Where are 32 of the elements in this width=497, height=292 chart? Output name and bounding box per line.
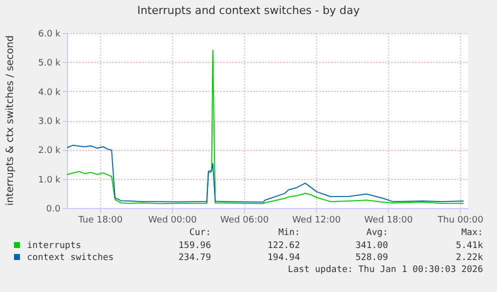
- line-series: [66, 50, 464, 204]
- text: Cur:: [189, 228, 211, 238]
- y-tick-label: 0.0: [46, 204, 61, 214]
- legend-label: context switches: [27, 253, 114, 263]
- text: 122.62: [267, 241, 300, 251]
- y-tick-label: 1.0 k: [38, 175, 62, 186]
- text: 528.09: [355, 253, 388, 263]
- text: 194.94: [267, 253, 300, 263]
- text: 159.96: [178, 241, 211, 251]
- y-tick-label: 6.0 k: [38, 30, 62, 40]
- x-tick-label: Thu 00:00: [436, 216, 484, 226]
- text: Avg:: [366, 228, 388, 238]
- line-series: [66, 144, 464, 203]
- text: 341.00: [355, 241, 388, 251]
- y-tick-label: 2.0 k: [38, 146, 62, 156]
- text: 2.22k: [456, 253, 484, 263]
- text: 234.79: [178, 253, 211, 263]
- chart-title: Interrupts and context switches - by day: [137, 4, 360, 17]
- x-tick-label: Wed 12:00: [292, 216, 341, 226]
- x-tick-label: Wed 00:00: [148, 216, 197, 226]
- legend-label: interrupts: [27, 241, 82, 251]
- x-tick-label: Wed 06:00: [220, 216, 269, 226]
- y-tick-label: 4.0 k: [38, 88, 62, 98]
- text: 5.41k: [456, 241, 484, 251]
- text: Max:: [461, 228, 483, 238]
- y-axis-title: interrupts & ctx switches / second: [5, 35, 16, 206]
- x-tick-label: Wed 18:00: [364, 216, 413, 226]
- text: Last update: Thu Jan 1 00:30:03 2026: [288, 265, 483, 275]
- y-tick-label: 3.0 k: [38, 117, 62, 127]
- x-tick-label: Tue 18:00: [77, 216, 123, 226]
- y-tick-label: 5.0 k: [38, 58, 62, 69]
- text: Min:: [278, 228, 300, 238]
